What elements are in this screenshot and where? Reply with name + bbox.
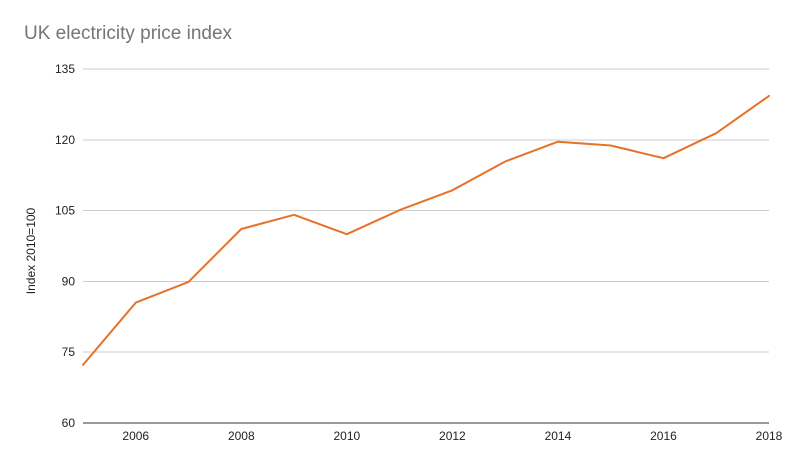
data-point: [715, 132, 717, 134]
y-tick-label: 105: [55, 204, 75, 218]
x-tick-label: 2012: [439, 429, 466, 443]
data-point: [188, 281, 190, 283]
data-point: [768, 95, 770, 97]
y-tick-label: 60: [62, 416, 76, 430]
data-point: [240, 228, 242, 230]
x-tick-label: 2006: [122, 429, 149, 443]
x-tick-label: 2014: [545, 429, 572, 443]
x-tick-label: 2016: [650, 429, 677, 443]
chart-title: UK electricity price index: [24, 23, 233, 44]
data-point: [346, 233, 348, 235]
y-tick-label: 90: [62, 274, 76, 288]
y-tick-label: 120: [55, 133, 75, 147]
x-tick-label: 2010: [333, 429, 360, 443]
data-point: [135, 302, 137, 304]
data-point: [662, 157, 664, 159]
y-tick-label: 75: [62, 345, 76, 359]
data-point: [293, 214, 295, 216]
x-tick-label: 2018: [756, 429, 783, 443]
data-point: [557, 141, 559, 143]
y-axis-title: Index 2010=100: [24, 207, 38, 294]
data-point: [504, 161, 506, 163]
data-point: [399, 209, 401, 211]
data-point: [82, 364, 84, 366]
series-line: [82, 94, 770, 366]
data-point: [610, 144, 612, 146]
x-tick-label: 2008: [228, 429, 255, 443]
y-tick-label: 135: [55, 62, 75, 76]
data-point: [451, 189, 453, 191]
